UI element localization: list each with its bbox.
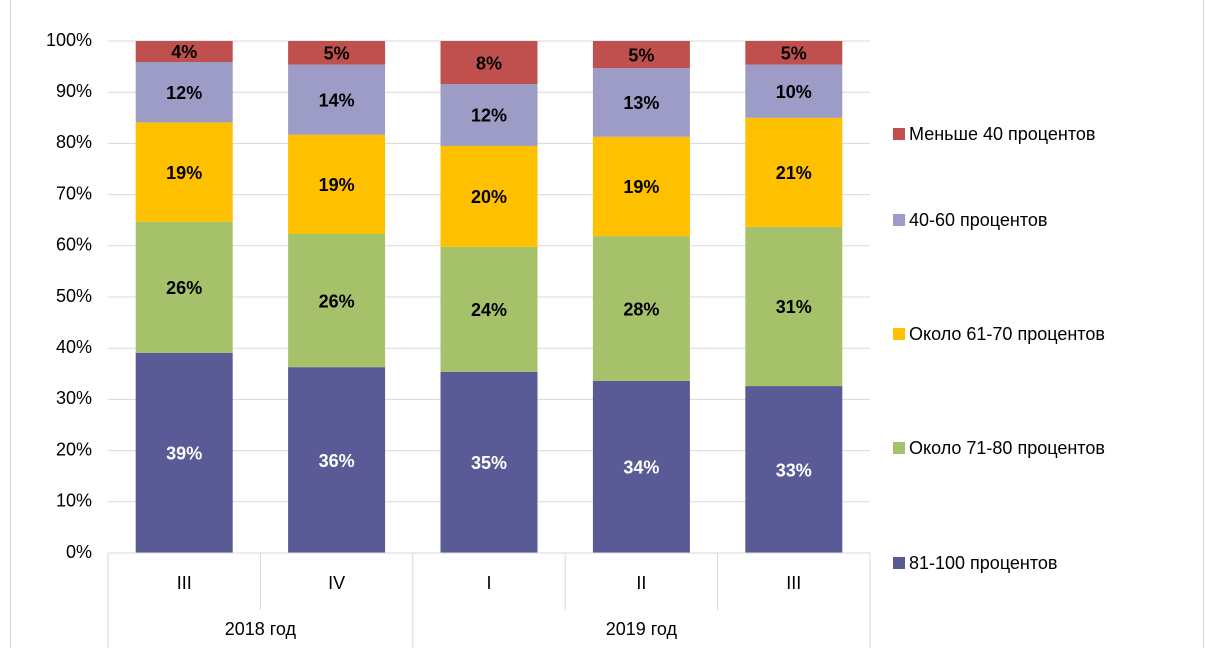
bar-segment	[288, 41, 386, 65]
legend-label: Меньше 40 процентов	[909, 124, 1095, 144]
data-label: 19%	[319, 175, 355, 195]
data-label: 5%	[628, 45, 654, 65]
y-tick-label: 10%	[56, 491, 92, 511]
data-label: 14%	[319, 90, 355, 110]
bar-segment	[135, 122, 233, 222]
legend-swatch	[893, 557, 905, 569]
legend-swatch	[893, 328, 905, 340]
bar-segment	[592, 236, 690, 381]
x-tick-label: I	[486, 573, 491, 593]
data-label: 36%	[319, 451, 355, 471]
x-tick-label: III	[177, 573, 192, 593]
legend-label: 81-100 процентов	[909, 553, 1058, 573]
bar-segment	[288, 367, 386, 553]
y-tick-label: 70%	[56, 183, 92, 203]
legend-label: 40-60 процентов	[909, 210, 1047, 230]
y-tick-label: 50%	[56, 286, 92, 306]
data-label: 24%	[471, 300, 507, 320]
x-tick-label: II	[636, 573, 646, 593]
data-label: 19%	[166, 163, 202, 183]
y-tick-label: 90%	[56, 81, 92, 101]
y-tick-label: 30%	[56, 388, 92, 408]
legend-swatch	[893, 442, 905, 454]
bar-segment	[288, 134, 386, 235]
x-tick-label: IV	[328, 573, 345, 593]
data-label: 8%	[476, 53, 502, 73]
data-label: 13%	[623, 93, 659, 113]
data-label: 28%	[623, 299, 659, 319]
legend-swatch	[893, 214, 905, 226]
y-tick-label: 20%	[56, 439, 92, 459]
y-tick-label: 40%	[56, 337, 92, 357]
bar-segment	[288, 234, 386, 368]
bar-segment	[135, 352, 233, 553]
x-group-label: 2018 год	[225, 619, 297, 639]
data-label: 39%	[166, 444, 202, 464]
data-label: 21%	[776, 163, 812, 183]
bar-segment	[592, 380, 690, 553]
bar-segment	[440, 41, 538, 85]
bar-segment	[440, 371, 538, 553]
bar-segment	[745, 64, 843, 118]
bar-segment	[592, 68, 690, 137]
bar-segment	[592, 136, 690, 237]
y-tick-label: 0%	[66, 542, 92, 562]
bar-segment	[440, 84, 538, 146]
bar-segment	[592, 41, 690, 69]
data-label: 31%	[776, 297, 812, 317]
data-label: 5%	[324, 44, 350, 64]
data-label: 26%	[319, 291, 355, 311]
data-label: 5%	[781, 44, 807, 64]
bar-segment	[745, 386, 843, 553]
bar-segment	[440, 246, 538, 372]
data-label: 19%	[623, 177, 659, 197]
bar-segment	[288, 64, 386, 135]
bar-segment	[440, 145, 538, 247]
legend-label: Около 71-80 процентов	[909, 438, 1105, 458]
x-tick-label: III	[786, 573, 801, 593]
bar-segment	[745, 117, 843, 227]
y-tick-label: 80%	[56, 132, 92, 152]
y-tick-label: 60%	[56, 235, 92, 255]
bar-segment	[135, 41, 233, 62]
data-label: 12%	[471, 106, 507, 126]
bar-segment	[135, 61, 233, 123]
data-label: 12%	[166, 83, 202, 103]
data-label: 4%	[171, 42, 197, 62]
data-label: 35%	[471, 453, 507, 473]
legend-label: Около 61-70 процентов	[909, 324, 1105, 344]
data-label: 10%	[776, 82, 812, 102]
data-label: 33%	[776, 460, 812, 480]
bar-segment	[745, 41, 843, 65]
data-label: 20%	[471, 187, 507, 207]
bar-segment	[135, 221, 233, 353]
bar-segment	[745, 226, 843, 387]
chart-border	[10, 0, 1204, 648]
y-tick-label: 100%	[46, 30, 92, 50]
data-label: 34%	[623, 458, 659, 478]
data-label: 26%	[166, 278, 202, 298]
legend-swatch	[893, 128, 905, 140]
x-group-label: 2019 год	[606, 619, 678, 639]
